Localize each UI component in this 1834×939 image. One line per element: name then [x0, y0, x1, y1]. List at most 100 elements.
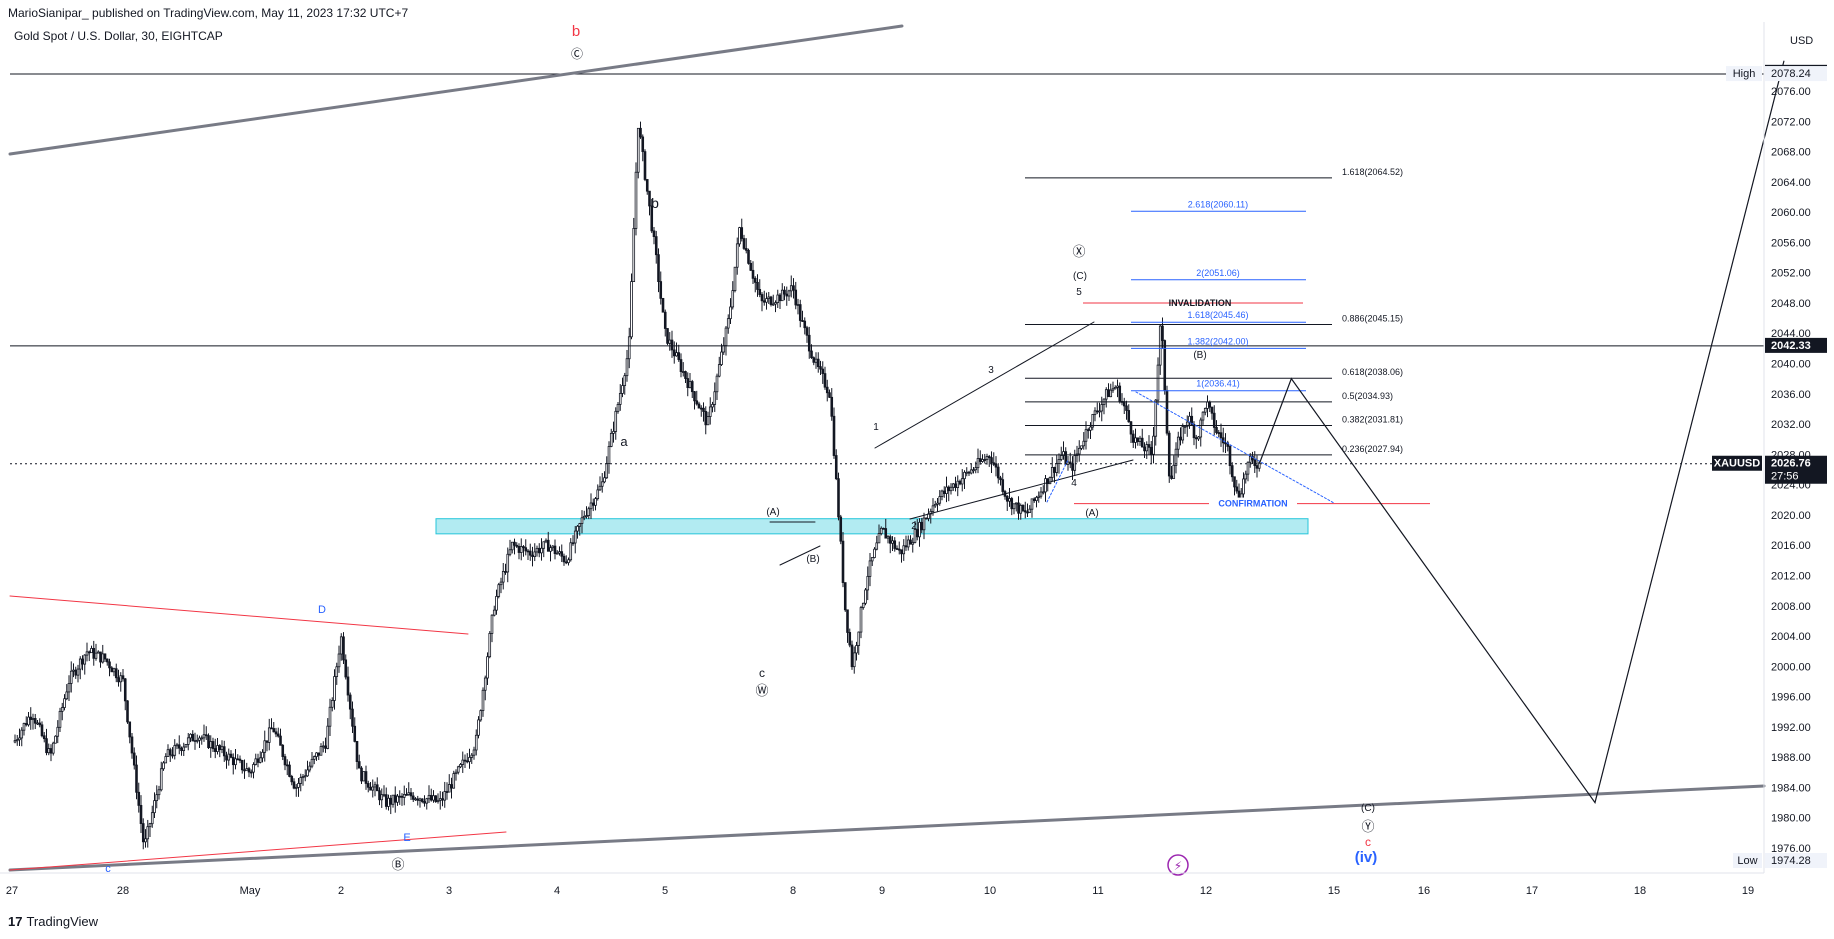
- price-tick-label: 2016.00: [1771, 540, 1811, 552]
- candle: [837, 472, 840, 521]
- candle-body: [936, 502, 939, 505]
- candle-body: [841, 540, 845, 583]
- candle-body: [434, 795, 438, 802]
- candle: [330, 697, 334, 712]
- candle: [1003, 489, 1007, 500]
- candle: [706, 411, 710, 426]
- candle-body: [326, 725, 330, 749]
- candle-body: [283, 756, 287, 766]
- candle: [177, 735, 181, 755]
- candle-body: [677, 352, 681, 360]
- diagonal-upper-line: [874, 321, 1095, 449]
- candle: [938, 490, 942, 506]
- candle: [697, 401, 701, 409]
- candle: [29, 707, 33, 730]
- candle: [137, 782, 141, 813]
- candle: [627, 327, 631, 369]
- candle-body: [535, 547, 539, 553]
- candle-body: [373, 784, 377, 788]
- candle-body: [715, 375, 719, 393]
- candle: [231, 753, 235, 775]
- candle-body: [162, 762, 165, 770]
- axis-currency: USD: [1790, 35, 1813, 47]
- candle: [787, 289, 791, 301]
- candle: [328, 698, 332, 737]
- candle-body: [1041, 491, 1045, 494]
- candle-body: [272, 728, 276, 733]
- candle: [121, 668, 125, 682]
- price-badge-tag-text: High: [1733, 68, 1756, 80]
- candle-body: [461, 759, 465, 765]
- candle-body: [960, 478, 964, 485]
- candle-body: [306, 769, 309, 777]
- candle: [555, 550, 559, 555]
- candle-body: [839, 516, 843, 542]
- candle: [398, 790, 402, 805]
- candle: [344, 654, 348, 680]
- price-tick-label: 1976.00: [1771, 843, 1811, 855]
- candle: [144, 829, 147, 848]
- candle-body: [893, 540, 897, 549]
- candle: [150, 805, 154, 828]
- candle-body: [717, 364, 721, 377]
- candle-body: [895, 548, 899, 550]
- candle: [274, 727, 278, 738]
- candle: [220, 740, 224, 754]
- candle: [747, 248, 750, 265]
- candle-body: [972, 469, 975, 472]
- candle: [783, 286, 786, 301]
- candle-body: [391, 794, 395, 805]
- candle: [657, 248, 660, 293]
- candle-body: [855, 645, 858, 654]
- fib-extension-label: 1(2036.41): [1196, 379, 1240, 389]
- candle-body: [1089, 426, 1092, 431]
- candle: [326, 718, 330, 750]
- candle-body: [679, 359, 683, 372]
- candle-body: [553, 545, 557, 555]
- candle: [1181, 423, 1185, 444]
- candle-body: [481, 689, 485, 712]
- candle-body: [364, 771, 368, 784]
- candle-body: [933, 503, 937, 507]
- candle-body: [166, 749, 170, 757]
- candle-body: [1012, 503, 1016, 510]
- candle: [726, 314, 730, 334]
- candle: [312, 755, 316, 765]
- tradingview-logo[interactable]: 17 TradingView: [8, 914, 98, 929]
- candle-body: [589, 502, 593, 510]
- candle: [1048, 476, 1052, 485]
- candle-body: [173, 745, 177, 756]
- symbol-title[interactable]: Gold Spot / U.S. Dollar, 30, EIGHTCAP: [14, 29, 223, 43]
- candle: [830, 388, 834, 421]
- price-tick-label: 2032.00: [1771, 419, 1811, 431]
- candle: [564, 555, 568, 565]
- candle: [513, 538, 516, 555]
- candle-body: [528, 550, 532, 556]
- candle: [1019, 503, 1023, 520]
- time-tick-label: 3: [446, 885, 452, 897]
- candle-body: [852, 652, 856, 668]
- candle: [49, 744, 53, 762]
- candle: [1190, 407, 1194, 426]
- price-tick-label: 2072.00: [1771, 116, 1811, 128]
- candle: [47, 743, 51, 756]
- candle-body: [346, 676, 350, 696]
- candle: [63, 694, 66, 711]
- candle-body: [1185, 421, 1189, 427]
- candle: [157, 785, 161, 800]
- candle: [733, 266, 737, 293]
- candle-body: [101, 653, 105, 663]
- candle-body: [389, 797, 393, 805]
- candle-body: [992, 462, 996, 465]
- candle: [450, 777, 453, 799]
- candle: [1226, 440, 1230, 452]
- candle-body: [164, 756, 168, 764]
- candle-body: [785, 293, 789, 297]
- candle: [1059, 446, 1063, 462]
- candle-body: [668, 339, 672, 344]
- candle-body: [1001, 479, 1005, 492]
- candle: [699, 405, 703, 417]
- candle: [636, 127, 640, 179]
- candle-body: [105, 658, 109, 663]
